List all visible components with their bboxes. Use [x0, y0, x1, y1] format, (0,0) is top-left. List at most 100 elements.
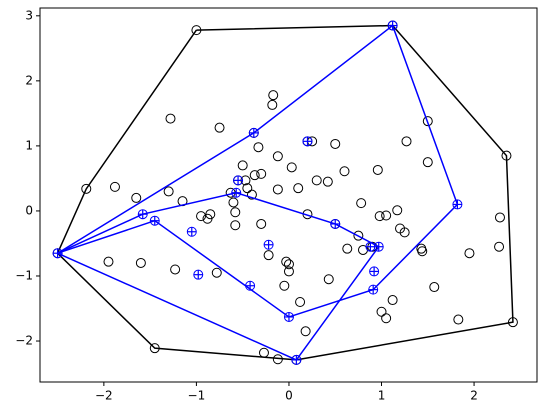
marker-part [494, 212, 505, 223]
marker-part [356, 198, 367, 209]
point [170, 264, 181, 275]
x-tick-label: 1 [378, 389, 386, 403]
point [339, 166, 350, 177]
hull-point [193, 269, 204, 280]
point [103, 256, 114, 267]
point [165, 113, 176, 124]
point [300, 326, 311, 337]
marker-part [422, 116, 433, 127]
hull-point [365, 241, 376, 252]
point [322, 176, 333, 187]
point [422, 116, 433, 127]
point [214, 122, 225, 133]
point [230, 207, 241, 218]
point [401, 136, 412, 147]
x-tick-label: 0 [285, 389, 293, 403]
point [376, 306, 387, 317]
point [356, 198, 367, 209]
marker-part [230, 207, 241, 218]
hull-line [56, 24, 514, 361]
marker-part [401, 136, 412, 147]
marker-part [268, 90, 279, 101]
hull-point [248, 127, 259, 138]
point [281, 256, 292, 267]
hull-point [52, 248, 63, 259]
hull-point [263, 239, 274, 250]
point [272, 184, 283, 195]
marker-part [417, 246, 428, 257]
marker-part [237, 160, 248, 171]
marker-part [381, 313, 392, 324]
marker-part [211, 267, 222, 278]
point [263, 250, 274, 261]
marker-part [170, 264, 181, 275]
y-tick-label: 0 [25, 203, 33, 217]
point [202, 213, 213, 224]
point [353, 230, 364, 241]
point [392, 205, 403, 216]
marker-part [293, 183, 304, 194]
point [246, 189, 257, 200]
hull-point [302, 136, 313, 147]
marker-part [339, 166, 350, 177]
marker-part [353, 230, 364, 241]
marker-part [429, 282, 440, 293]
point [330, 138, 341, 149]
marker-part [202, 213, 213, 224]
y-tick-label: 3 [25, 8, 33, 22]
point [242, 183, 253, 194]
point [256, 168, 267, 179]
marker-part [256, 168, 267, 179]
point [256, 218, 267, 229]
marker-part [330, 138, 341, 149]
marker-part [267, 99, 278, 110]
marker-part [311, 175, 322, 186]
marker-part [283, 259, 294, 270]
hull-point [369, 266, 380, 277]
y-tick-label: 1 [25, 138, 33, 152]
marker-part [286, 162, 297, 173]
y-tick-label: −1 [15, 268, 33, 282]
hull-line [57, 24, 459, 318]
hull-point [283, 311, 294, 322]
point [283, 259, 294, 270]
point [131, 192, 142, 203]
marker-part [342, 243, 353, 254]
marker-part [374, 211, 385, 222]
marker-part [214, 122, 225, 133]
hull-point [291, 354, 302, 365]
point [163, 186, 174, 197]
point [279, 280, 290, 291]
marker-part [376, 306, 387, 317]
marker-part [81, 183, 92, 194]
marker-part [395, 223, 406, 234]
point [422, 157, 433, 168]
marker-part [281, 256, 292, 267]
point [135, 257, 146, 268]
point [211, 267, 222, 278]
point [228, 197, 239, 208]
marker-part [131, 192, 142, 203]
hull-point [186, 226, 197, 237]
marker-part [322, 176, 333, 187]
marker-part [381, 210, 392, 221]
hull-point [330, 218, 341, 229]
point [429, 282, 440, 293]
marker-part [258, 347, 269, 358]
marker-part [253, 142, 264, 153]
point [395, 223, 406, 234]
plot-frame [39, 7, 538, 383]
marker-part [279, 280, 290, 291]
point [342, 243, 353, 254]
point [293, 183, 304, 194]
point [253, 142, 264, 153]
y-tick-label: 2 [25, 73, 33, 87]
point [453, 314, 464, 325]
point [196, 211, 207, 222]
marker-part [246, 189, 257, 200]
marker-part [372, 164, 383, 175]
marker-part [283, 266, 294, 277]
point [494, 212, 505, 223]
point [230, 220, 241, 231]
